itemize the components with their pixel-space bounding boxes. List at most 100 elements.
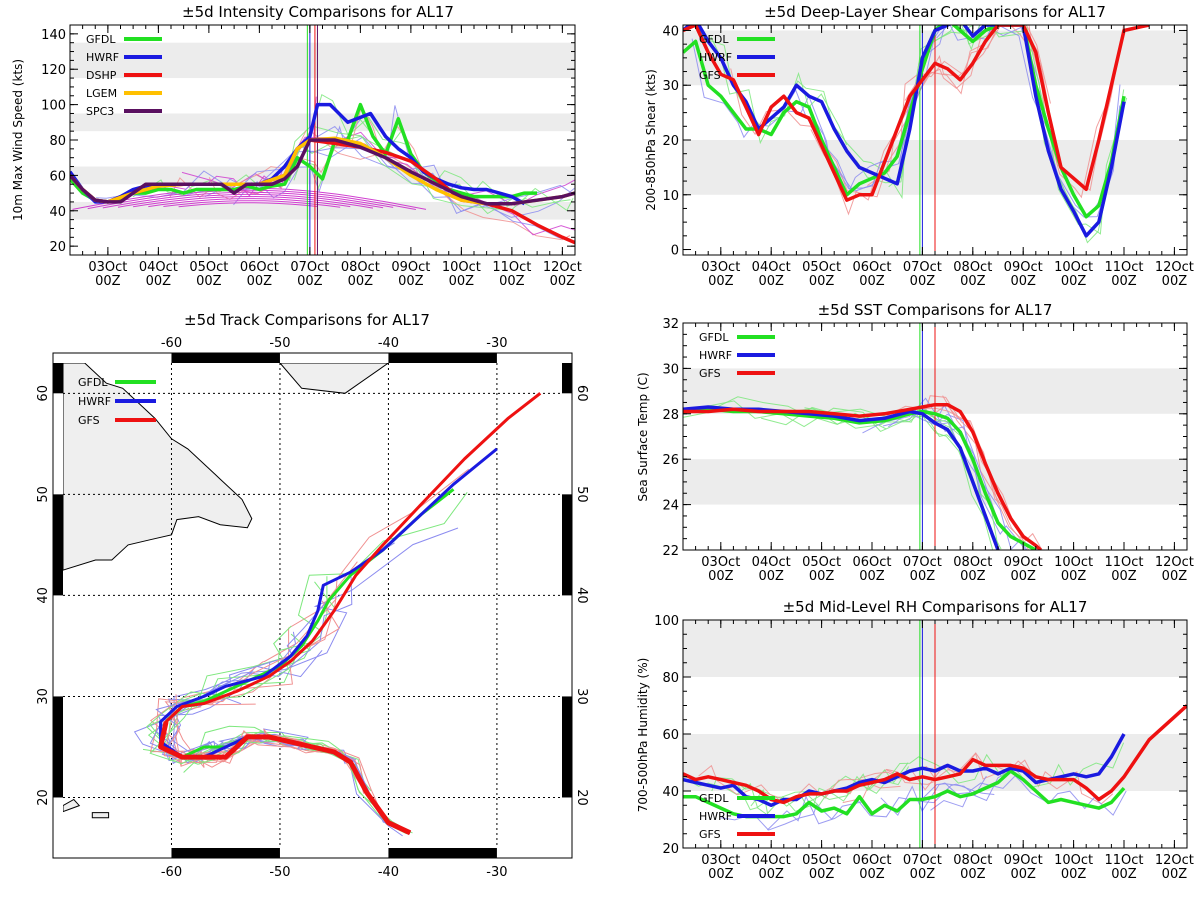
track-plot-area [63,363,562,848]
sst-xtick-label: 03Oct [701,555,740,570]
rh-ytick-label: 100 [654,614,679,629]
map-lon-label-top: -60 [161,336,182,351]
sst-xtick-label: 06Oct [852,555,891,570]
sst-legend-label: HWRF [699,349,732,362]
sst-xtick-sublabel: 00Z [1010,569,1036,584]
sst-legend-label: GFDL [699,331,729,344]
rh-xtick-sublabel: 00Z [1111,867,1137,882]
rh-guide-track [880,771,1009,817]
rh-ytick-label: 60 [662,728,679,743]
intensity-xtick-sublabel: 00Z [398,274,424,289]
sst-xtick-sublabel: 00Z [1111,569,1137,584]
intensity-xtick-sublabel: 00Z [95,274,121,289]
intensity-legend-label: GFDL [86,33,116,46]
rh-ytick-label: 40 [662,785,679,800]
rh-xtick-label: 12Oct [1155,853,1194,868]
intensity-xtick-label: 07Oct [290,260,329,275]
rh-guide-track [687,779,771,818]
shear-guide-track [904,25,1051,104]
rh-xtick-label: 09Oct [1004,853,1043,868]
sst-ytick-label: 24 [662,499,679,514]
sst-ylabel: Sea Surface Temp (C) [636,372,650,501]
intensity-band [70,42,575,79]
sst-ytick-label: 30 [662,362,679,377]
sst-xtick-label: 11Oct [1104,555,1143,570]
map-lon-label-top: -50 [269,336,290,351]
map-lon-label-bottom: -30 [486,865,507,880]
map-lat-label-right: 40 [574,587,589,604]
rh-legend-label: GFS [699,828,721,841]
rh-xtick-sublabel: 00Z [1061,867,1087,882]
intensity-xtick-sublabel: 00Z [247,274,273,289]
intensity-xtick-sublabel: 00Z [550,274,576,289]
shear-ylabel: 200-850hPa Shear (kts) [644,69,658,211]
sst-plot-area [683,323,1043,550]
rh-xtick-label: 07Oct [903,853,942,868]
sst-xtick-label: 08Oct [953,555,992,570]
rh-chart: 2040608010003Oct00Z04Oct00Z05Oct00Z06Oct… [654,614,1194,882]
intensity-ytick-label: 80 [49,134,66,149]
map-border-bar-right [562,696,572,798]
sst-series-gfs [683,402,1042,550]
shear-xtick-label: 07Oct [903,260,942,275]
shear-ytick-label: 20 [662,134,679,149]
shear-ytick-label: 30 [662,79,679,94]
shear-xtick-sublabel: 00Z [910,274,936,289]
rh-xtick-label: 10Oct [1054,853,1093,868]
intensity-xtick-label: 03Oct [88,260,127,275]
rh-xtick-label: 11Oct [1104,853,1143,868]
shear-xtick-label: 09Oct [1004,260,1043,275]
map-lon-label-top: -40 [378,336,399,351]
intensity-xtick-sublabel: 00Z [146,274,172,289]
map-border-bar-bottom [171,848,280,858]
shear-xtick-sublabel: 00Z [809,274,835,289]
intensity-xtick-label: 09Oct [391,260,430,275]
sst-xtick-label: 07Oct [903,555,942,570]
map-border-bar-left [53,363,63,394]
sst-chart: 22242628303203Oct00Z04Oct00Z05Oct00Z06Oc… [662,317,1193,584]
rh-title: ±5d Mid-Level RH Comparisons for AL17 [783,598,1088,616]
intensity-ytick-label: 100 [41,99,66,114]
intensity-xtick-sublabel: 00Z [499,274,525,289]
shear-chart: 01020304003Oct00Z04Oct00Z05Oct00Z06Oct00… [662,24,1193,289]
intensity-legend-label: HWRF [86,51,119,64]
rh-xtick-sublabel: 00Z [809,867,835,882]
map-lon-label-top: -30 [486,336,507,351]
intensity-xtick-label: 06Oct [240,260,279,275]
rh-xtick-sublabel: 00Z [960,867,986,882]
intensity-ytick-label: 20 [49,240,66,255]
intensity-plot-area [70,25,575,255]
shear-guide-track [691,25,938,192]
map-border-bar-left [53,696,63,798]
rh-ylabel: 700-500hPa Humidity (%) [636,658,650,813]
intensity-xtick-sublabel: 00Z [297,274,323,289]
map-lat-label-right: 60 [574,385,589,402]
intensity-ensemble-line [163,200,341,208]
map-land-puerto-rico [91,812,110,819]
intensity-xtick-label: 11Oct [492,260,531,275]
sst-xtick-sublabel: 00Z [910,569,936,584]
intensity-ytick-label: 60 [49,169,66,184]
shear-xtick-label: 03Oct [701,260,740,275]
intensity-xtick-label: 08Oct [341,260,380,275]
map-legend-label: GFS [78,414,100,427]
rh-guide-track [842,768,935,804]
intensity-title: ±5d Intensity Comparisons for AL17 [182,3,454,21]
intensity-band [70,201,575,220]
rh-series-gfs [683,704,1187,805]
intensity-band [70,113,575,132]
shear-series-hwrf [683,25,1126,238]
sst-legend-label: GFS [699,367,721,380]
shear-xtick-sublabel: 00Z [960,274,986,289]
shear-xtick-label: 06Oct [852,260,891,275]
map-border-bar-top [388,353,497,363]
shear-title: ±5d Deep-Layer Shear Comparisons for AL1… [764,3,1106,21]
sst-xtick-sublabel: 00Z [809,569,835,584]
map-border-bar-right [562,363,572,394]
map-lon-label-bottom: -50 [269,865,290,880]
rh-ytick-label: 20 [662,842,679,857]
intensity-legend-label: DSHP [86,69,117,82]
shear-xtick-label: 08Oct [953,260,992,275]
rh-xtick-sublabel: 00Z [910,867,936,882]
shear-ytick-label: 0 [671,244,679,259]
